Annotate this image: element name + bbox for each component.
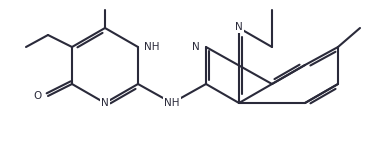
Text: N: N	[101, 98, 109, 108]
Text: N: N	[235, 22, 243, 32]
Text: NH: NH	[144, 42, 159, 52]
Text: N: N	[192, 42, 200, 52]
Text: NH: NH	[164, 98, 180, 108]
Text: O: O	[34, 91, 42, 101]
